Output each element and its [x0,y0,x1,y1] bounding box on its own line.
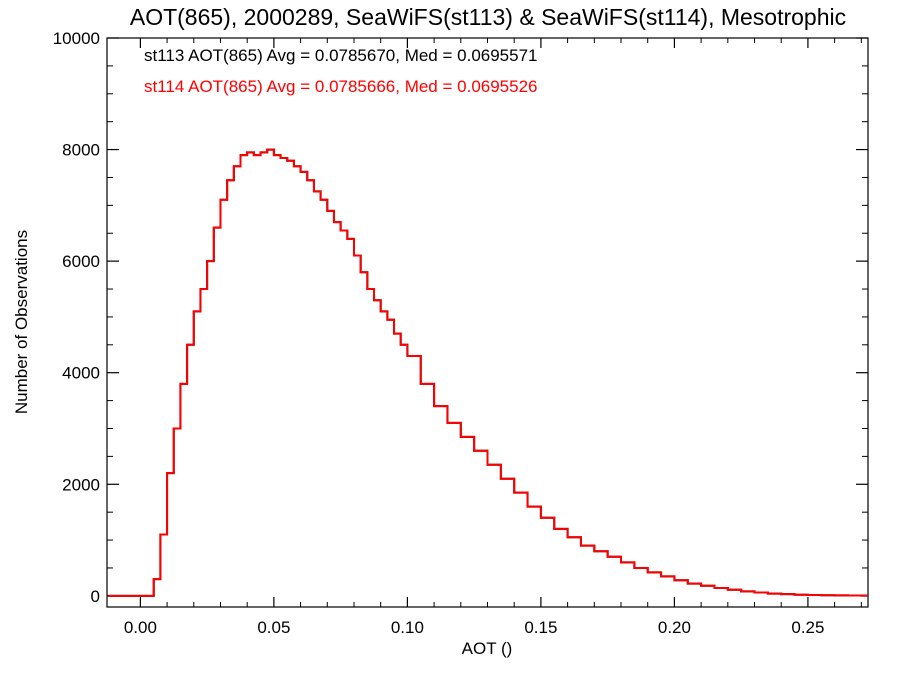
annotation-st113: st113 AOT(865) Avg = 0.0785670, Med = 0.… [144,46,538,65]
y-axis-label: Number of Observations [12,230,31,414]
x-tick-label: 0.00 [124,618,157,637]
chart-title: AOT(865), 2000289, SeaWiFS(st113) & SeaW… [130,4,846,30]
y-tick-label: 10000 [53,29,100,48]
annotation-st114: st114 AOT(865) Avg = 0.0785666, Med = 0.… [144,77,538,96]
y-tick-label: 0 [91,587,100,606]
x-axis-label: AOT () [462,639,513,658]
x-tick-label: 0.20 [658,618,691,637]
x-axis: 0.00 0.05 0.10 0.15 0.20 0.25 [124,38,862,637]
y-tick-label: 2000 [62,475,100,494]
series-line-st114 [108,148,868,597]
y-axis: 0 2000 4000 6000 8000 10000 [53,29,868,606]
x-tick-label: 0.10 [391,618,424,637]
x-tick-label: 0.05 [257,618,290,637]
series-line-st113 [108,148,868,597]
y-tick-label: 6000 [62,252,100,271]
x-tick-label: 0.25 [791,618,824,637]
y-tick-label: 8000 [62,141,100,160]
series-layer [108,148,868,597]
plot-frame [106,37,869,608]
x-tick-label: 0.15 [524,618,557,637]
y-tick-label: 4000 [62,364,100,383]
